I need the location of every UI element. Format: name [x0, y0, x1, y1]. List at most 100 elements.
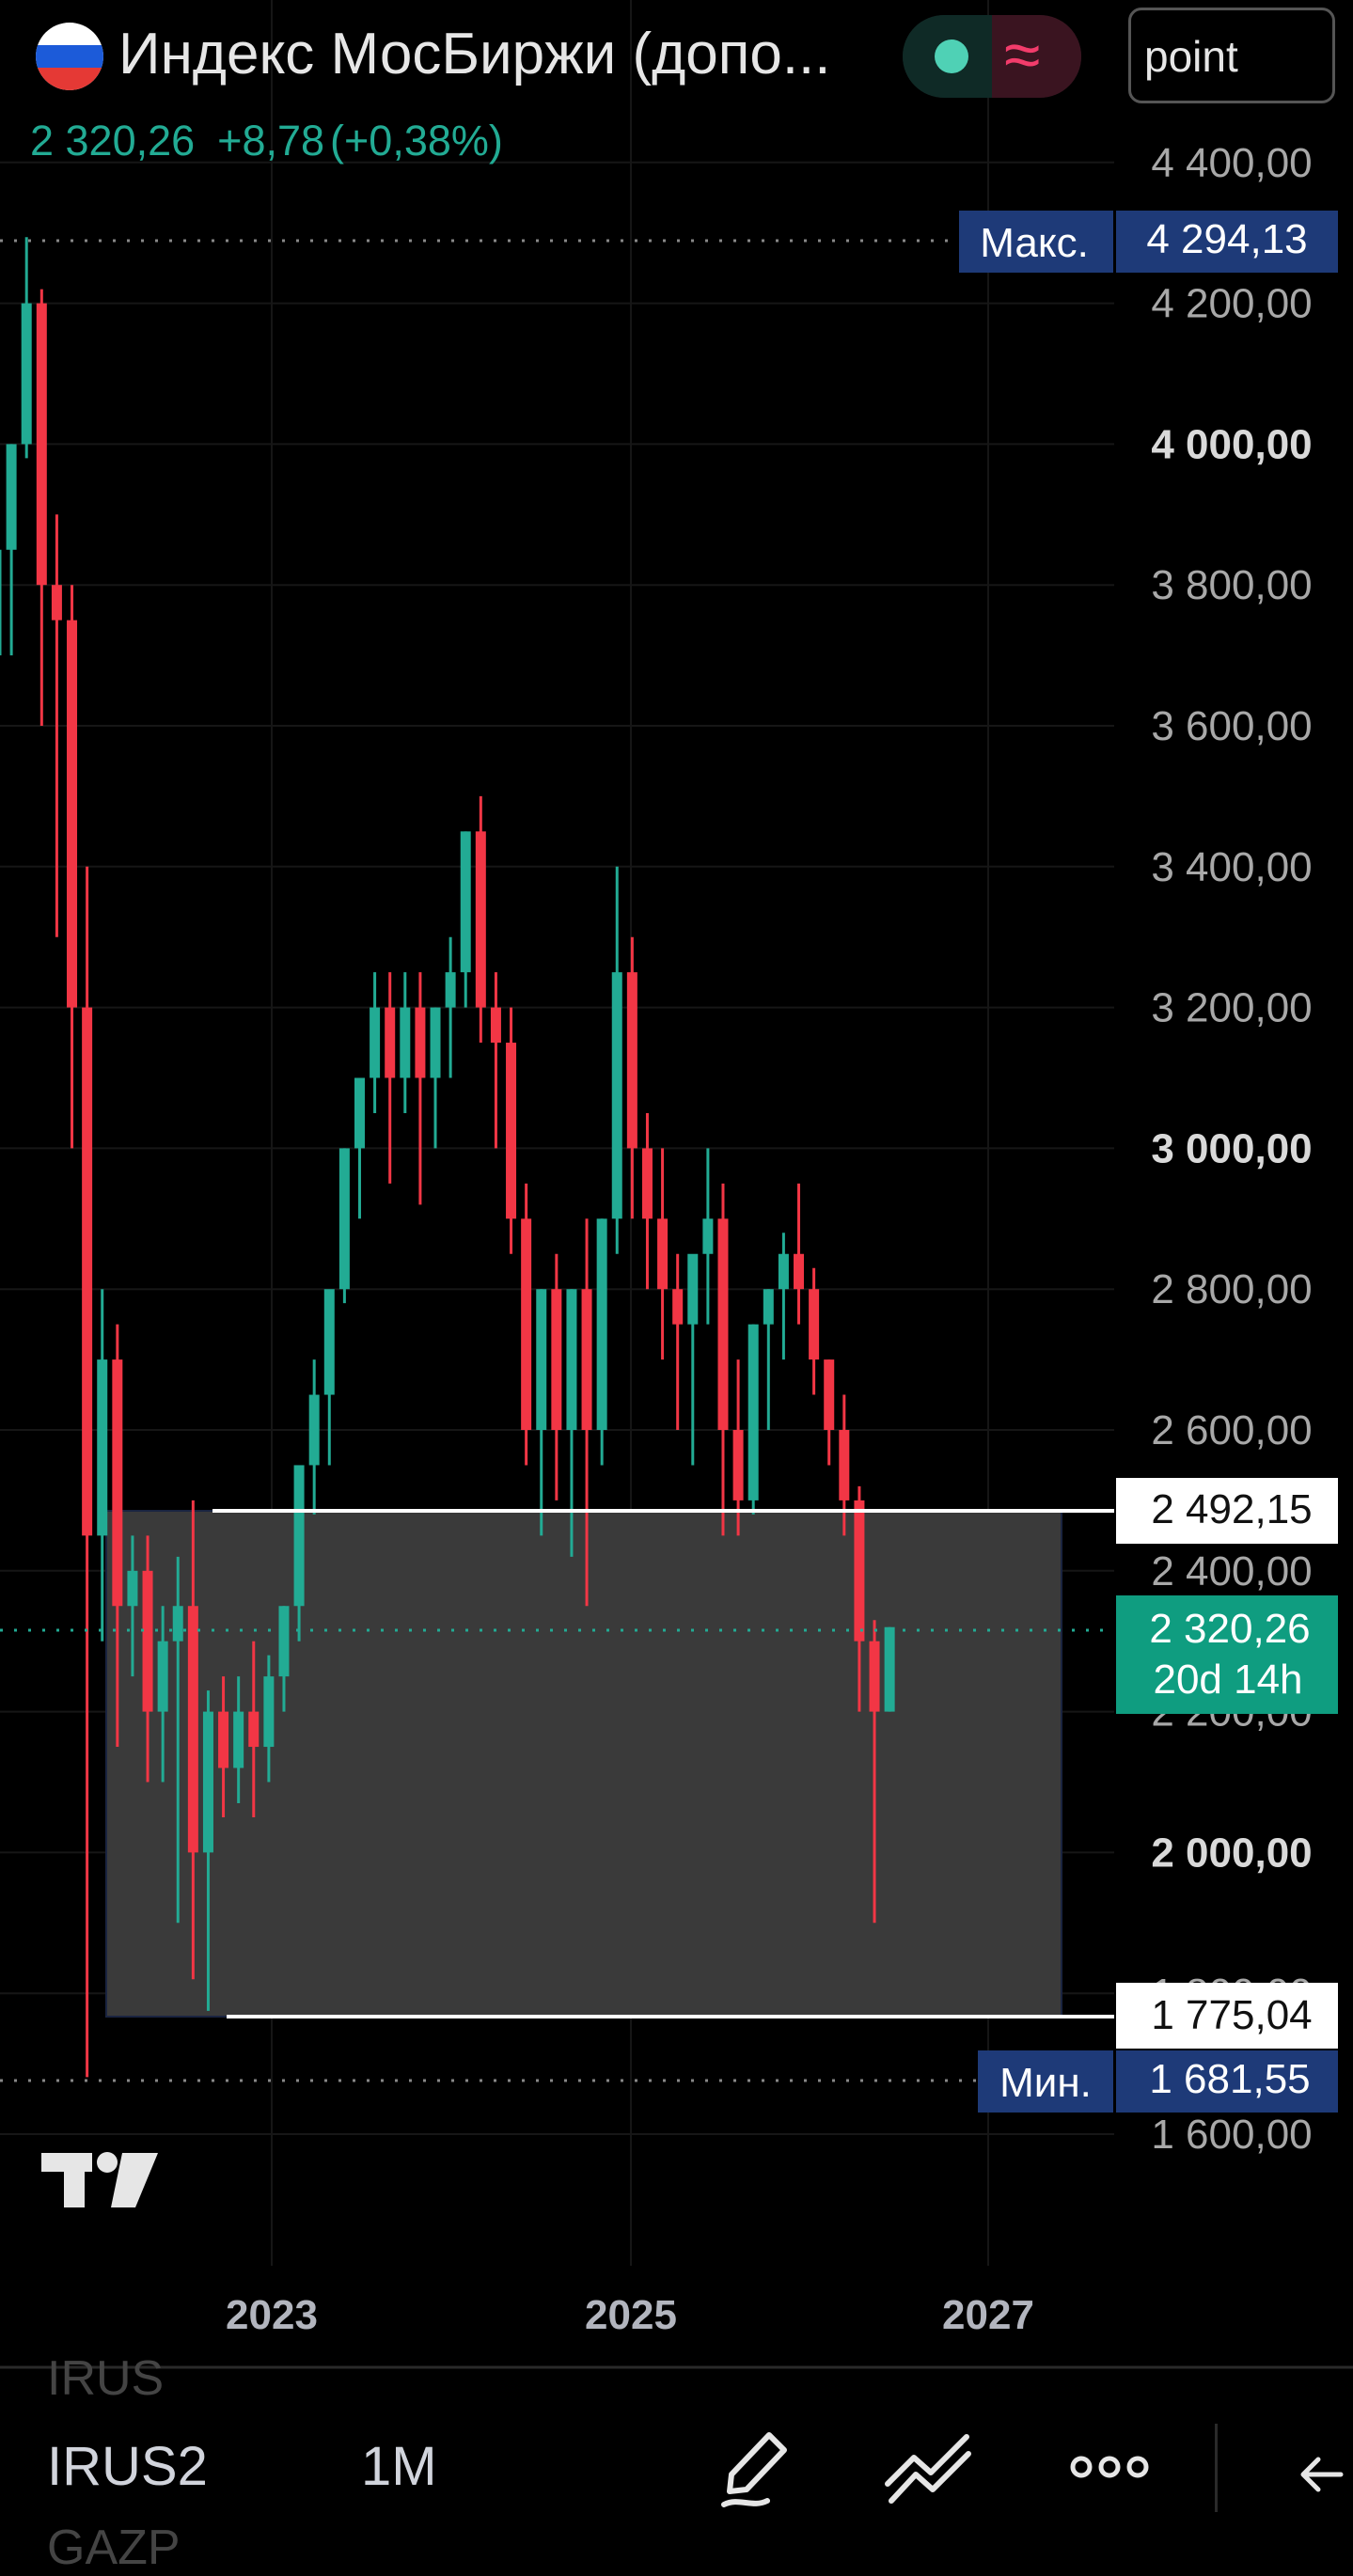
candle [67, 585, 78, 1149]
candle [869, 1620, 880, 1924]
candle [293, 1465, 305, 1641]
candle [21, 237, 32, 459]
candle [475, 795, 486, 1044]
candle [778, 1233, 789, 1360]
candle [338, 1148, 350, 1304]
candle [747, 1324, 759, 1515]
price-quote: 2 320,26 +8,78 (+0,38%) [30, 117, 526, 165]
candle [233, 1676, 244, 1803]
max-value: 4 294,13 [1146, 216, 1307, 262]
mode-selector[interactable]: point [1128, 8, 1335, 103]
symbol-button[interactable]: IRUS2 [47, 2436, 208, 2497]
candle [51, 514, 62, 937]
price-tick: 2 600,00 [1151, 1407, 1312, 1453]
level-high-label: 2 492,15 [1151, 1486, 1312, 1532]
last-price: 2 320,26 [30, 117, 196, 165]
candle [521, 1183, 532, 1466]
level-low-label: 1 775,04 [1151, 1992, 1312, 2038]
candle [854, 1485, 865, 1712]
candle [97, 1289, 108, 1641]
min-value-box [1116, 2050, 1338, 2113]
more-icon[interactable] [1070, 2448, 1149, 2486]
wave-icon: ≈ [1004, 18, 1041, 91]
timeframe-button[interactable]: 1M [361, 2436, 437, 2497]
price-tick: 3 000,00 [1151, 1125, 1312, 1171]
candle [157, 1606, 168, 1783]
market-status-toggle[interactable]: ≈ [903, 15, 1081, 98]
candle [824, 1359, 835, 1466]
max-label: Макс. [980, 220, 1089, 266]
candle [460, 831, 471, 1008]
symbol-title[interactable]: Индекс МосБиржи (допо... [118, 22, 831, 86]
max-label-box [959, 211, 1113, 273]
price-tick: 3 200,00 [1151, 985, 1312, 1031]
price-tick: 3 800,00 [1151, 562, 1312, 608]
candle [142, 1535, 153, 1783]
level-low-label-box [1116, 1983, 1338, 2049]
candle [354, 1077, 365, 1219]
candle [82, 866, 93, 2078]
price-tick: 2 800,00 [1151, 1266, 1312, 1312]
candle [187, 1500, 198, 1980]
price-change: +8,78 [217, 117, 325, 165]
trendline-icon[interactable] [882, 2426, 976, 2510]
candle [323, 1289, 335, 1466]
undo-icon[interactable] [1294, 2437, 1350, 2493]
candle [445, 936, 456, 1078]
candle [687, 1253, 699, 1466]
candle [278, 1606, 290, 1712]
candle [400, 972, 411, 1113]
candle [809, 1267, 820, 1395]
candle [370, 972, 381, 1113]
time-tick-2027: 2027 [942, 2292, 1034, 2338]
price-tick: 3 600,00 [1151, 703, 1312, 749]
candle [596, 1218, 607, 1466]
ghost-symbol-above: IRUS [47, 2351, 165, 2406]
price-tick: 2 400,00 [1151, 1548, 1312, 1594]
candle [641, 1112, 653, 1290]
candle [415, 972, 426, 1205]
candle [611, 866, 622, 1254]
candle [0, 549, 2, 656]
candle [490, 972, 501, 1149]
level-high-label-box [1116, 1478, 1338, 1544]
tradingview-logo-icon [41, 2152, 158, 2207]
countdown-label: 20d 14h [1153, 1657, 1302, 1703]
price-tick: 1 600,00 [1151, 2112, 1312, 2158]
candle [248, 1641, 260, 1817]
market-open-dot-icon [935, 39, 968, 73]
min-value: 1 681,55 [1149, 2056, 1310, 2102]
candle [581, 1218, 592, 1607]
price-tick: 2 000,00 [1151, 1830, 1312, 1876]
candle [732, 1359, 744, 1536]
candle [657, 1148, 669, 1360]
min-label: Мин. [999, 2060, 1092, 2106]
bottom-toolbar [0, 2369, 1353, 2543]
candle [218, 1676, 229, 1817]
price-tick: 4 200,00 [1151, 281, 1312, 327]
max-value-box [1116, 211, 1338, 273]
range-box[interactable] [105, 1510, 1062, 2018]
price-tick: 4 400,00 [1151, 140, 1312, 186]
candle [127, 1535, 138, 1677]
candle [506, 1007, 517, 1254]
candle [112, 1324, 123, 1748]
price-tick: 3 400,00 [1151, 844, 1312, 890]
price-tick: 4 000,00 [1151, 421, 1312, 467]
ghost-symbol-below: GAZP [47, 2521, 181, 2575]
candle [717, 1183, 729, 1536]
time-tick-2023: 2023 [226, 2292, 318, 2338]
candle [626, 936, 637, 1219]
candle [308, 1359, 320, 1515]
price-chart[interactable]: 4 400,00 4 200,00 4 000,00 3 800,00 3 600,00… [0, 0, 1353, 2369]
candle [884, 1626, 895, 1712]
min-label-box [978, 2050, 1113, 2113]
chart-header: Индекс МосБиржи (допо... 2 320,26 +8,78 (+… [0, 0, 1353, 165]
pencil-icon[interactable] [711, 2422, 795, 2516]
time-tick-2025: 2025 [585, 2292, 677, 2338]
candle [763, 1289, 774, 1430]
candle [263, 1655, 275, 1783]
candle [794, 1183, 805, 1325]
russia-flag-icon [36, 23, 103, 90]
toolbar-separator [1215, 2424, 1218, 2512]
